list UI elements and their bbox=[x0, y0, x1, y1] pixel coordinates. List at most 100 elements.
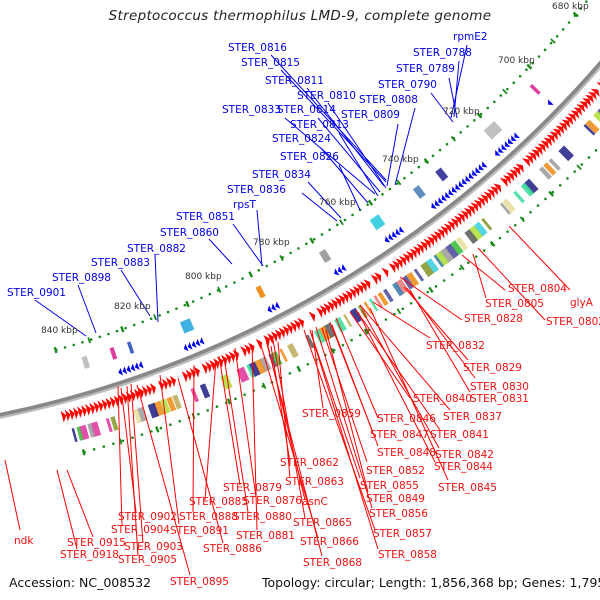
gene-label[interactable]: STER_0888 bbox=[179, 511, 238, 523]
reverse-gene-box bbox=[160, 398, 171, 414]
gene-label[interactable]: STER_0855 bbox=[360, 480, 419, 492]
forward-gene-box bbox=[412, 185, 426, 199]
gene-label[interactable]: STER_0813 bbox=[290, 119, 349, 131]
reverse-gene-box bbox=[434, 250, 449, 268]
gene-label[interactable]: STER_0845 bbox=[438, 482, 497, 494]
reverse-gene-box bbox=[394, 278, 409, 295]
gene-label[interactable]: STER_0898 bbox=[52, 272, 111, 284]
gene-label[interactable]: STER_0788 bbox=[413, 47, 472, 59]
reverse-gene-arrow bbox=[409, 248, 417, 259]
gene-label[interactable]: STER_0882 bbox=[127, 243, 186, 255]
outer-tick-ring bbox=[200, 296, 203, 300]
gene-label[interactable]: ndk bbox=[14, 535, 34, 547]
gene-label[interactable]: STER_0836 bbox=[227, 184, 286, 196]
reverse-gene-arrow bbox=[509, 169, 518, 179]
gene-label[interactable]: STER_0879 bbox=[223, 482, 282, 494]
outer-tick-ring bbox=[531, 61, 535, 65]
gene-label[interactable]: STER_0883 bbox=[91, 257, 150, 269]
gene-label[interactable]: STER_0841 bbox=[430, 429, 489, 441]
gene-label[interactable]: STER_0832 bbox=[426, 340, 485, 352]
outer-tick-ring bbox=[579, 7, 582, 10]
reverse-label-leader bbox=[309, 329, 379, 550]
gene-label[interactable]: STER_0851 bbox=[176, 211, 235, 223]
gene-label[interactable]: STER_0810 bbox=[297, 90, 356, 102]
gene-label[interactable]: STER_0844 bbox=[434, 461, 493, 473]
gene-label[interactable]: STER_0918 bbox=[60, 549, 119, 561]
gene-label[interactable]: STER_0840 bbox=[413, 393, 472, 405]
reverse-gene-box bbox=[392, 282, 404, 297]
gene-label[interactable]: STER_0805 bbox=[485, 298, 544, 310]
gene-label[interactable]: STER_0886 bbox=[203, 543, 262, 555]
gene-label[interactable]: STER_0876 bbox=[243, 495, 302, 507]
gene-label[interactable]: STER_0809 bbox=[341, 109, 400, 121]
gene-label[interactable]: STER_0880 bbox=[233, 511, 292, 523]
gene-label[interactable]: STER_0852 bbox=[366, 465, 425, 477]
gene-label[interactable]: STER_0828 bbox=[464, 313, 523, 325]
gene-label[interactable]: glyA bbox=[570, 297, 593, 309]
gene-label[interactable]: STER_0789 bbox=[396, 63, 455, 75]
forward-gene-box bbox=[318, 248, 332, 263]
reverse-gene-arrow bbox=[323, 303, 331, 314]
forward-label-leader bbox=[450, 44, 468, 119]
gene-label[interactable]: STER_0804 bbox=[508, 283, 567, 295]
gene-label[interactable]: STER_0856 bbox=[369, 508, 428, 520]
outer-tick-ring bbox=[537, 55, 541, 58]
gene-label[interactable]: rpmE2 bbox=[453, 31, 488, 43]
reverse-label-leader bbox=[403, 286, 469, 361]
gene-label[interactable]: STER_0885 bbox=[189, 496, 248, 508]
gene-label[interactable]: STER_0831 bbox=[470, 393, 529, 405]
gene-label[interactable]: rpsT bbox=[233, 199, 256, 211]
gene-label[interactable]: STER_0824 bbox=[272, 133, 331, 145]
inner-tick-ring bbox=[467, 261, 470, 265]
gene-label[interactable]: STER_0902 bbox=[118, 511, 177, 523]
gene-label[interactable]: STER_0857 bbox=[373, 528, 432, 540]
gene-label[interactable]: asnC bbox=[302, 496, 328, 508]
gene-label[interactable]: STER_0811 bbox=[265, 75, 324, 87]
gene-label[interactable]: STER_0862 bbox=[280, 457, 339, 469]
gene-label[interactable]: STER_0859 bbox=[302, 408, 361, 420]
gene-label[interactable]: STER_0814 bbox=[277, 104, 336, 116]
gene-label[interactable]: STER_0860 bbox=[160, 227, 219, 239]
reverse-label-leader bbox=[223, 356, 249, 513]
gene-label[interactable]: STER_0868 bbox=[303, 557, 362, 569]
gene-label[interactable]: STER_0846 bbox=[377, 413, 436, 425]
gene-label[interactable]: STER_0891 bbox=[170, 525, 229, 537]
gene-label[interactable]: STER_0858 bbox=[378, 549, 437, 561]
gene-label[interactable]: STER_0829 bbox=[463, 362, 522, 374]
gene-label[interactable]: STER_0849 bbox=[366, 493, 425, 505]
reverse-gene-arrow bbox=[363, 279, 371, 290]
inner-tick-ring-tick bbox=[519, 216, 525, 223]
gene-label[interactable]: STER_0863 bbox=[285, 476, 344, 488]
gene-label[interactable]: STER_0901 bbox=[7, 287, 66, 299]
gene-label[interactable]: STER_0802 bbox=[546, 316, 600, 328]
gene-label[interactable]: STER_0905 bbox=[118, 554, 177, 566]
gene-label[interactable]: STER_0903 bbox=[124, 541, 183, 553]
reverse-gene-arrow bbox=[338, 294, 345, 306]
gene-label[interactable]: STER_0895 bbox=[170, 576, 229, 588]
gene-label[interactable]: STER_0808 bbox=[359, 94, 418, 106]
reverse-gene-arrow bbox=[97, 400, 104, 412]
gene-label[interactable]: STER_0842 bbox=[435, 449, 494, 461]
gene-label[interactable]: STER_0881 bbox=[236, 530, 295, 542]
gene-label[interactable]: STER_0834 bbox=[252, 169, 311, 181]
reverse-gene-arrow bbox=[356, 283, 364, 294]
gene-label[interactable]: STER_0865 bbox=[293, 517, 352, 529]
gene-label[interactable]: STER_0848 bbox=[377, 447, 436, 459]
gene-label[interactable]: STER_0816 bbox=[228, 42, 287, 54]
gene-label[interactable]: STER_0833 bbox=[222, 104, 281, 116]
gene-label[interactable]: STER_0830 bbox=[470, 381, 529, 393]
gene-label[interactable]: STER_0815 bbox=[241, 57, 300, 69]
gene-label[interactable]: STER_0866 bbox=[300, 536, 359, 548]
reverse-gene-box bbox=[363, 301, 374, 315]
gene-label[interactable]: STER_0790 bbox=[378, 79, 437, 91]
reverse-gene-arrow bbox=[282, 325, 289, 337]
outer-tick-ring bbox=[431, 154, 435, 158]
gene-label[interactable]: STER_0904 bbox=[111, 524, 170, 536]
outer-tick-ring bbox=[141, 320, 144, 324]
gene-label[interactable]: STER_0847 bbox=[370, 429, 429, 441]
gene-label[interactable]: STER_0837 bbox=[443, 411, 502, 423]
reverse-label-leader bbox=[4, 459, 21, 531]
gene-label[interactable]: STER_0915 bbox=[67, 537, 126, 549]
gene-label[interactable]: STER_0826 bbox=[280, 151, 339, 163]
reverse-gene-arrow bbox=[359, 281, 367, 292]
